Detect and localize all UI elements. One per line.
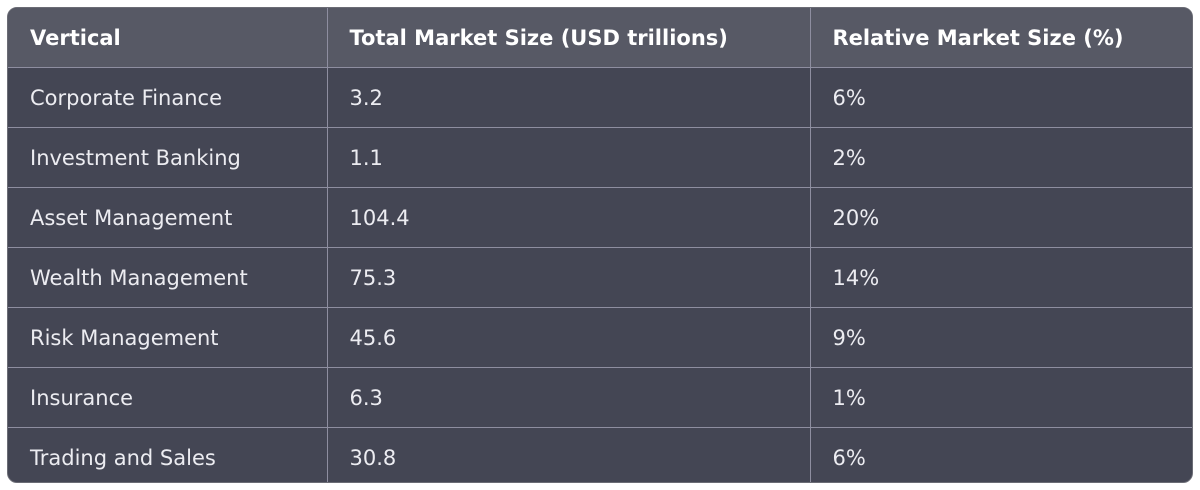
table-row: Corporate Finance 3.2 6%: [8, 67, 1192, 128]
header-relative-market-size: Relative Market Size (%): [810, 8, 1192, 68]
cell-vertical: Insurance: [8, 367, 328, 428]
cell-relative-market-size: 6%: [810, 67, 1192, 128]
cell-vertical: Asset Management: [8, 187, 328, 248]
table-header-row: Vertical Total Market Size (USD trillion…: [8, 8, 1192, 68]
header-total-market-size: Total Market Size (USD trillions): [327, 8, 811, 68]
cell-relative-market-size: 14%: [810, 247, 1192, 308]
cell-total-market-size: 30.8: [327, 427, 811, 482]
header-vertical: Vertical: [8, 8, 328, 68]
table-row: Insurance 6.3 1%: [8, 367, 1192, 428]
cell-total-market-size: 6.3: [327, 367, 811, 428]
cell-vertical: Wealth Management: [8, 247, 328, 308]
cell-total-market-size: 1.1: [327, 127, 811, 188]
table-row: Trading and Sales 30.8 6%: [8, 427, 1192, 482]
table-row: Wealth Management 75.3 14%: [8, 247, 1192, 308]
cell-vertical: Corporate Finance: [8, 67, 328, 128]
market-size-table: Vertical Total Market Size (USD trillion…: [8, 8, 1192, 482]
cell-total-market-size: 45.6: [327, 307, 811, 368]
cell-total-market-size: 104.4: [327, 187, 811, 248]
cell-relative-market-size: 20%: [810, 187, 1192, 248]
cell-vertical: Investment Banking: [8, 127, 328, 188]
table-row: Risk Management 45.6 9%: [8, 307, 1192, 368]
cell-vertical: Trading and Sales: [8, 427, 328, 482]
cell-relative-market-size: 9%: [810, 307, 1192, 368]
cell-total-market-size: 75.3: [327, 247, 811, 308]
market-size-table-container: Vertical Total Market Size (USD trillion…: [7, 7, 1193, 483]
cell-total-market-size: 3.2: [327, 67, 811, 128]
cell-relative-market-size: 1%: [810, 367, 1192, 428]
cell-relative-market-size: 6%: [832, 445, 866, 470]
cell-relative-market-size: 2%: [810, 127, 1192, 188]
table-row: Asset Management 104.4 20%: [8, 187, 1192, 248]
cell-vertical: Risk Management: [8, 307, 328, 368]
table-row: Investment Banking 1.1 2%: [8, 127, 1192, 188]
